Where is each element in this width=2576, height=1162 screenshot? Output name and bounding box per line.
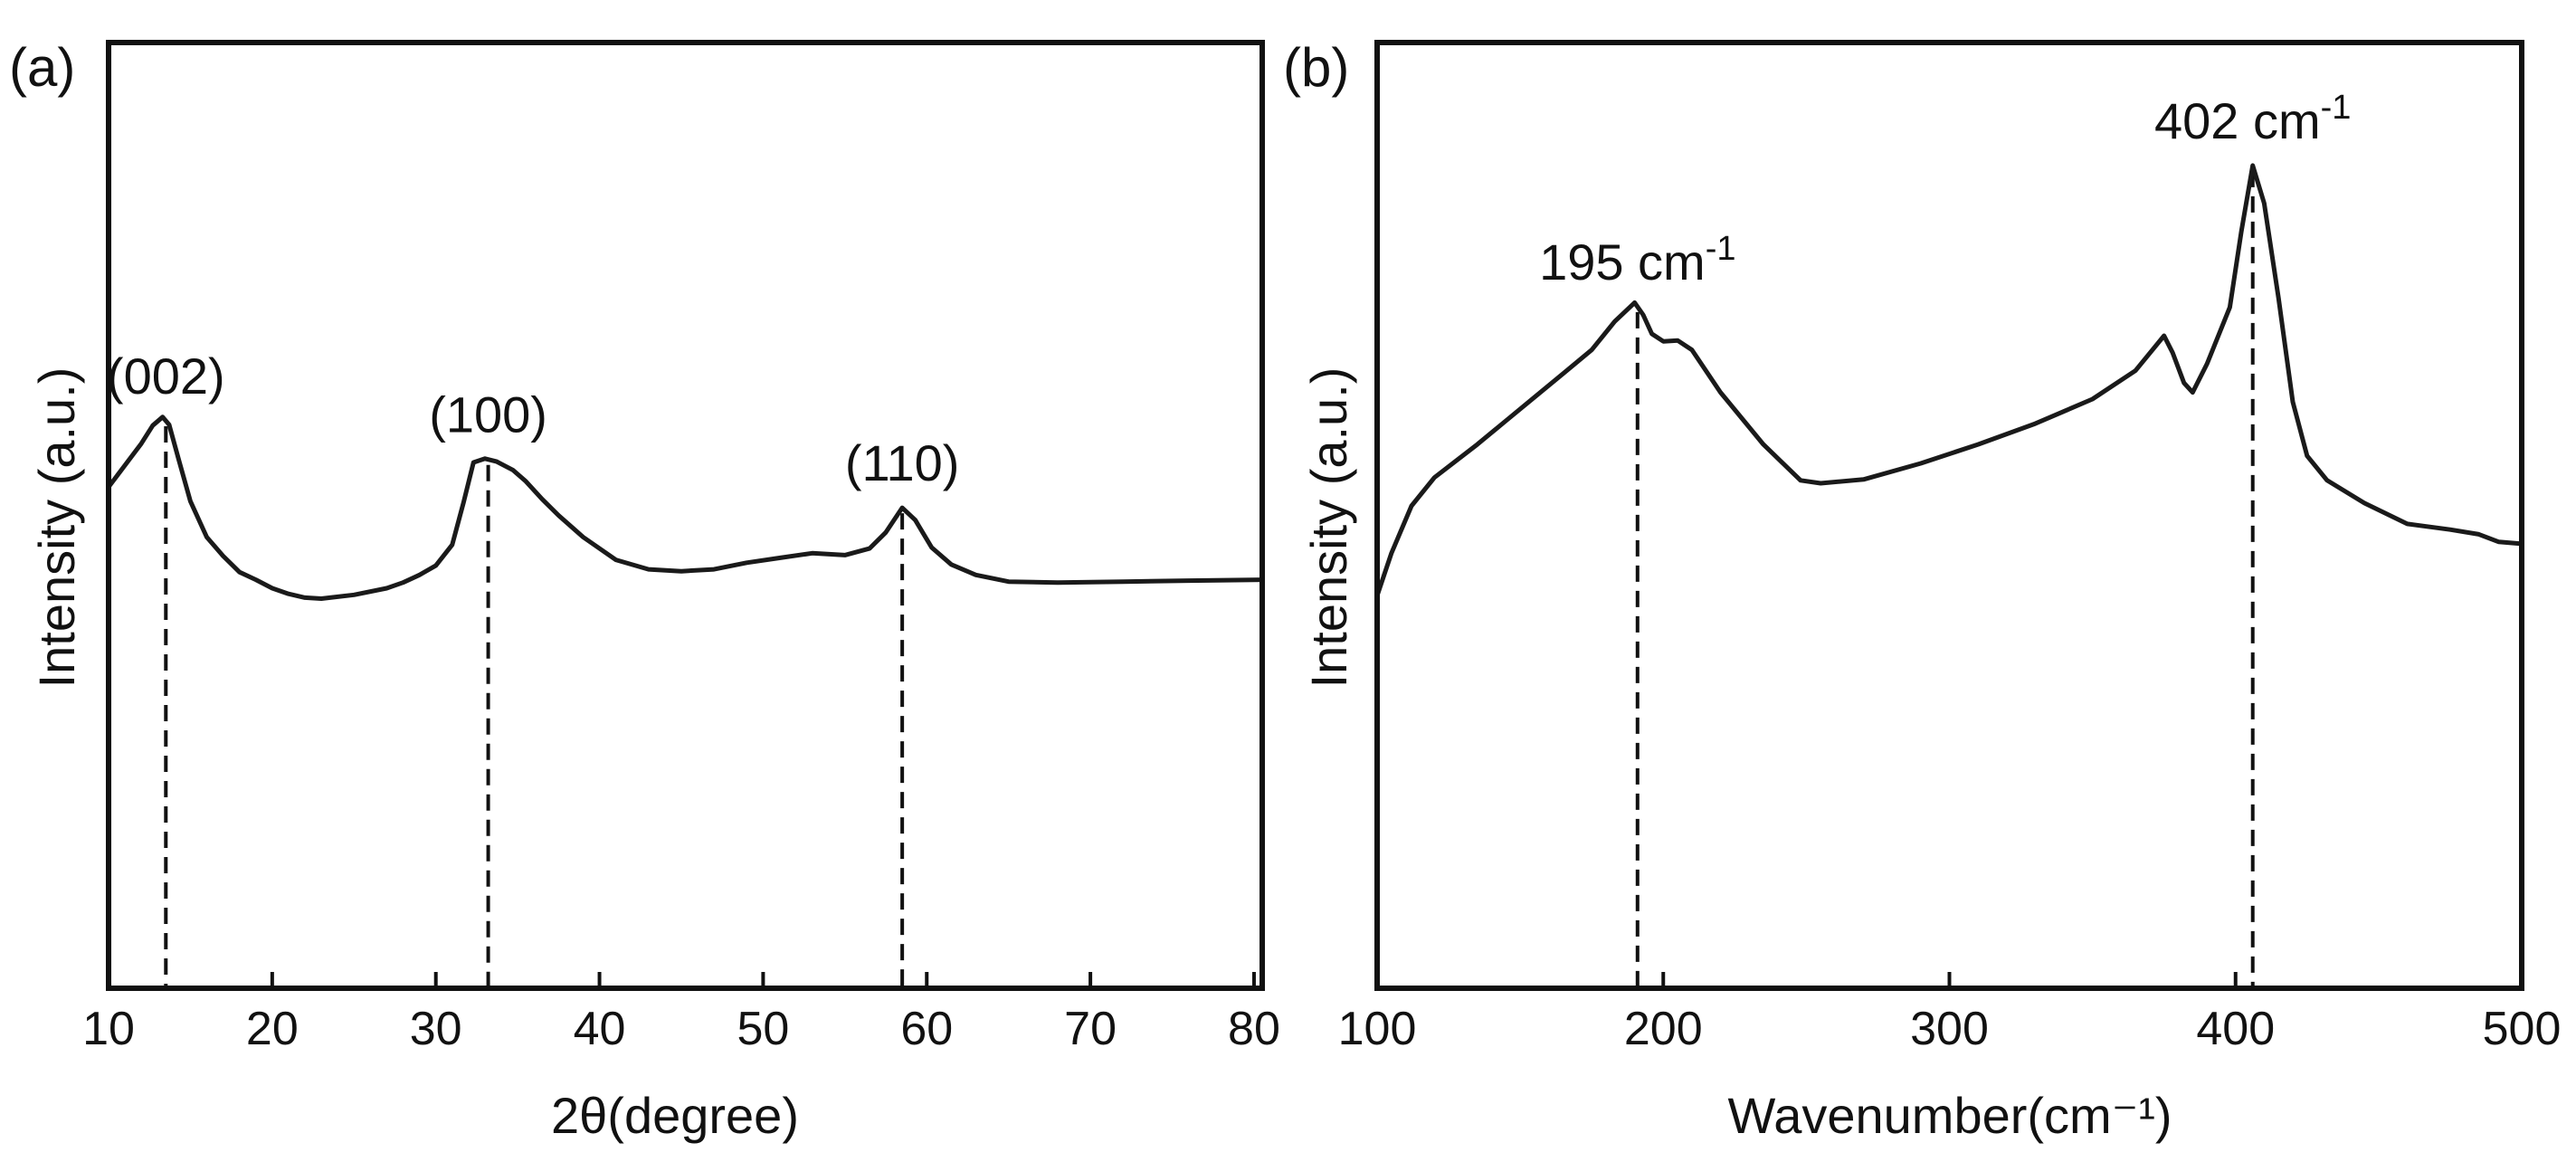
panel-a-x-tick-label: 10: [82, 1003, 135, 1055]
panel-a-y-axis-label: Intensity (a.u.): [28, 367, 85, 689]
panel-a-xrd: (a) Intensity (a.u.) 2θ(degree) 10 20 30 40…: [9, 37, 1280, 1144]
panel-b-x-tick-label: 400: [2196, 1003, 2275, 1055]
panel-b-peak-label-1: 195 cm-1: [1539, 230, 1735, 290]
panel-b-x-ticks: 100 200 300 400 500: [1338, 972, 2562, 1055]
panel-b-raman: (b) Intensity (a.u.) Wavenumber(cm⁻¹) 10…: [1283, 37, 2561, 1144]
panel-b-plot-frame: [1374, 40, 2524, 991]
panel-a-peak-label-2: (100): [429, 386, 547, 443]
panel-b-x-tick-label: 100: [1338, 1003, 1417, 1055]
panel-a-x-tick-label: 50: [737, 1003, 789, 1055]
panel-a-x-tick-label: 40: [574, 1003, 626, 1055]
panel-a-xrd-series-line: [107, 414, 1263, 601]
panel-b-label: (b): [1283, 37, 1349, 98]
panel-a-peak-label-1: (002): [107, 348, 225, 405]
panel-a-x-tick-label: 70: [1064, 1003, 1117, 1055]
panel-a-x-tick-label: 80: [1228, 1003, 1280, 1055]
panel-a-label: (a): [9, 37, 75, 98]
panel-a-x-tick-label: 20: [246, 1003, 299, 1055]
panel-b-x-tick-label: 300: [1910, 1003, 1989, 1055]
panel-a-x-tick-label: 30: [410, 1003, 462, 1055]
panel-a-reference-lines: (002) (100) (110): [107, 348, 959, 988]
panel-a-peak-label-3: (110): [845, 434, 960, 491]
panel-b-reference-lines: 195 cm-1 402 cm-1: [1539, 89, 2351, 988]
panel-a-x-axis-label: 2θ(degree): [551, 1087, 799, 1144]
panel-b-y-axis-label: Intensity (a.u.): [1300, 367, 1357, 689]
panel-a-x-ticks: 10 20 30 40 50 60 70 80: [82, 972, 1280, 1055]
panel-b-x-tick-label: 500: [2483, 1003, 2562, 1055]
panel-a-x-tick-label: 60: [900, 1003, 953, 1055]
panel-b-x-axis-label: Wavenumber(cm⁻¹): [1727, 1087, 2172, 1144]
panel-a-plot-frame: [106, 40, 1265, 991]
panel-b-peak-label-2: 402 cm-1: [2154, 89, 2351, 149]
panel-b-raman-series-line: [1374, 163, 2523, 597]
panel-b-x-tick-label: 200: [1624, 1003, 1703, 1055]
